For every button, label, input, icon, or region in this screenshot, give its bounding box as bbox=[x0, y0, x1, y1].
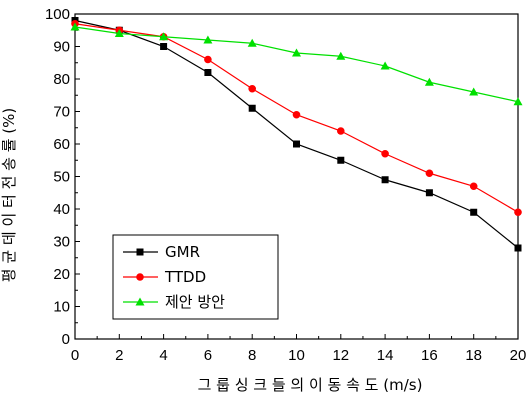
series-3-point bbox=[513, 97, 523, 106]
y-tick-label: 50 bbox=[53, 169, 70, 186]
y-tick-label: 40 bbox=[53, 201, 70, 218]
series-3-point bbox=[114, 29, 124, 37]
series-1-point bbox=[425, 189, 433, 197]
y-tick-label: 10 bbox=[53, 299, 70, 316]
series-1-point bbox=[248, 104, 256, 112]
series-3-point bbox=[203, 35, 213, 44]
legend-marker-2 bbox=[136, 273, 144, 281]
y-tick-label: 30 bbox=[53, 234, 70, 251]
y-tick-label: 70 bbox=[53, 104, 70, 121]
series-2-point bbox=[248, 84, 256, 93]
series-3-point bbox=[469, 87, 479, 96]
series-1-point bbox=[381, 176, 389, 184]
x-tick-label: 2 bbox=[115, 347, 123, 364]
series-2-point bbox=[337, 127, 345, 135]
x-tick-label: 20 bbox=[510, 347, 527, 364]
x-tick-label: 4 bbox=[159, 347, 167, 364]
y-tick-label: 0 bbox=[62, 331, 70, 348]
x-tick-label: 10 bbox=[288, 347, 305, 364]
series-1-point bbox=[204, 69, 212, 76]
legend: GMR TTDD 제안 방안 bbox=[112, 234, 279, 320]
legend-marker-3 bbox=[135, 297, 145, 306]
series-3-point bbox=[424, 77, 434, 86]
legend-marker-1 bbox=[136, 248, 144, 256]
y-tick-label: 20 bbox=[53, 266, 70, 283]
series-3-point bbox=[380, 61, 390, 70]
series-1-point bbox=[470, 208, 478, 216]
series-2-point bbox=[469, 182, 478, 191]
series-2-point bbox=[381, 149, 389, 158]
series-3-point bbox=[159, 32, 169, 41]
series-2-point bbox=[425, 169, 434, 178]
series-1-point bbox=[337, 156, 345, 164]
x-tick-label: 0 bbox=[71, 347, 79, 364]
series-3-point bbox=[336, 51, 346, 60]
y-axis-title: 평 균 데 이 터 전 송 률 (%) bbox=[0, 108, 18, 283]
series-2-point bbox=[204, 55, 212, 64]
x-tick-label: 8 bbox=[248, 347, 256, 364]
x-tick-label: 6 bbox=[204, 347, 212, 364]
series-3-point bbox=[292, 48, 301, 57]
series-3-point bbox=[247, 38, 257, 47]
y-tick-label: 100 bbox=[45, 6, 70, 23]
plot-area: 0 2 4 6 8 10 12 14 16 18 20 0 10 20 30 40 50 60 70 80 90 100 G… bbox=[45, 6, 526, 364]
series-3-point bbox=[70, 22, 80, 31]
series-1-point bbox=[160, 43, 168, 50]
x-tick-label: 14 bbox=[377, 347, 394, 364]
x-tick-label: 12 bbox=[332, 347, 349, 364]
series-1-point bbox=[514, 244, 522, 252]
legend-label-3: 제안 방안 bbox=[165, 293, 225, 311]
legend-label-1: GMR bbox=[165, 243, 200, 261]
x-axis-title: 그 룹 싱 크 들 의 이 동 속 도 (m/s) bbox=[198, 376, 423, 394]
series-1-point bbox=[293, 140, 300, 148]
y-tick-label: 90 bbox=[53, 39, 70, 56]
legend-label-2: TTDD bbox=[164, 268, 206, 286]
y-tick-label: 60 bbox=[53, 136, 70, 153]
series-2-point bbox=[292, 110, 301, 119]
y-tick-label: 80 bbox=[53, 71, 70, 88]
x-tick-label: 16 bbox=[421, 347, 438, 364]
x-tick-label: 18 bbox=[465, 347, 482, 364]
series-2-point bbox=[514, 208, 522, 217]
